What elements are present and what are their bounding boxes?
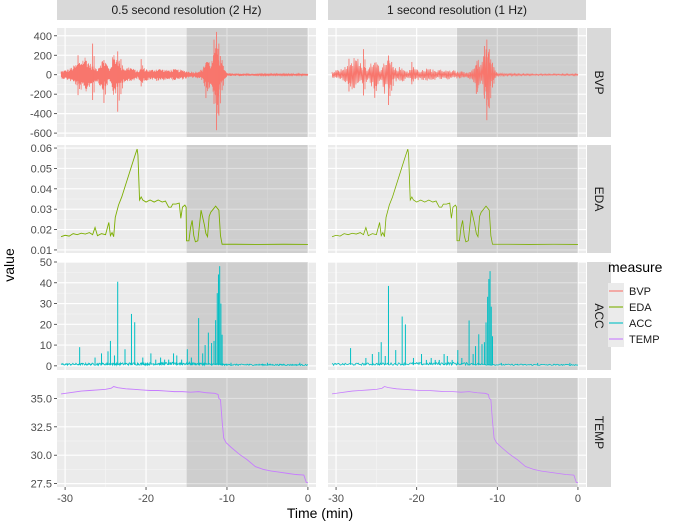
series-line-eda xyxy=(331,148,578,245)
row-strip-label: ACC xyxy=(592,303,606,329)
row-strip-label: EDA xyxy=(592,187,606,212)
shaded-interval xyxy=(186,145,308,253)
panel-acc-2 xyxy=(328,261,586,370)
y-tick-label: 0.03 xyxy=(31,204,52,216)
panel-eda-2 xyxy=(328,145,586,253)
y-tick-label: 0 xyxy=(46,70,52,82)
row-strip xyxy=(587,145,611,253)
row-strip-label: TEMP xyxy=(592,416,606,449)
legend-label: BVP xyxy=(629,286,651,298)
x-tick-label: -30 xyxy=(328,493,344,505)
shaded-interval xyxy=(186,378,308,487)
column-strip-label: 1 second resolution (1 Hz) xyxy=(387,3,527,17)
y-tick-label: 0.05 xyxy=(31,163,52,175)
series-line-bvp xyxy=(331,49,579,106)
legend-label: TEMP xyxy=(629,334,660,346)
column-strip xyxy=(328,0,586,20)
y-tick-label: 30 xyxy=(40,299,52,311)
y-tick-label: 35.0 xyxy=(31,393,52,405)
y-tick-label: -400 xyxy=(30,109,52,121)
x-tick-label: -30 xyxy=(57,493,73,505)
axis-layer: 4002000-200-400-6000.060.050.040.030.020… xyxy=(30,31,581,505)
legend-title: measure xyxy=(608,259,663,275)
column-strip-label: 0.5 second resolution (2 Hz) xyxy=(111,3,261,17)
y-tick-label: 0.06 xyxy=(31,143,52,155)
panel-temp-2 xyxy=(328,378,586,487)
panel-acc-1 xyxy=(57,261,316,370)
x-tick-label: 0 xyxy=(575,493,581,505)
y-axis-title: value xyxy=(1,248,17,282)
x-tick-label: -10 xyxy=(219,493,235,505)
y-tick-label: 0.04 xyxy=(31,184,52,196)
x-axis-title: Time (min) xyxy=(287,505,353,521)
y-tick-label: 50 xyxy=(40,257,52,269)
y-tick-label: 0 xyxy=(46,361,52,373)
panel-temp-1 xyxy=(57,378,316,487)
panel-bvp-2 xyxy=(328,28,586,137)
y-tick-label: 27.5 xyxy=(31,479,52,491)
strip-layer: 0.5 second resolution (2 Hz) 1 second res… xyxy=(57,0,611,487)
y-tick-label: 400 xyxy=(34,31,52,43)
legend: measure BVP EDA ACC TEMP xyxy=(608,259,663,347)
series-line-eda xyxy=(60,148,308,245)
shaded-interval xyxy=(186,262,308,370)
x-tick-label: -20 xyxy=(138,493,154,505)
x-tick-label: -10 xyxy=(489,493,505,505)
series-line-acc xyxy=(60,360,308,367)
y-tick-label: -200 xyxy=(30,89,52,101)
y-tick-label: -600 xyxy=(30,128,52,140)
x-tick-label: 0 xyxy=(305,493,311,505)
y-tick-label: 20 xyxy=(40,319,52,331)
y-tick-label: 30.0 xyxy=(31,450,52,462)
y-tick-label: 0.01 xyxy=(31,245,52,257)
series-line-acc xyxy=(331,361,579,367)
series-line-temp xyxy=(60,386,308,483)
shaded-interval xyxy=(457,378,578,487)
series-line-temp xyxy=(331,386,578,483)
panel-layer xyxy=(57,28,586,487)
legend-label: EDA xyxy=(629,302,652,314)
y-tick-label: 0.02 xyxy=(31,225,52,237)
row-strip-label: BVP xyxy=(592,70,606,94)
row-strip xyxy=(587,378,611,487)
y-tick-label: 40 xyxy=(40,278,52,290)
shaded-interval xyxy=(457,145,578,253)
shaded-interval xyxy=(457,262,578,370)
y-tick-label: 32.5 xyxy=(31,422,52,434)
row-strip xyxy=(587,28,611,137)
y-tick-label: 200 xyxy=(34,50,52,62)
y-tick-label: 10 xyxy=(40,340,52,352)
panel-eda-1 xyxy=(57,145,316,253)
x-tick-label: -20 xyxy=(409,493,425,505)
panel-bvp-1 xyxy=(57,28,316,137)
column-strip xyxy=(57,0,316,20)
row-strip xyxy=(587,262,611,370)
legend-label: ACC xyxy=(629,318,652,330)
series-line-bvp xyxy=(60,44,309,105)
